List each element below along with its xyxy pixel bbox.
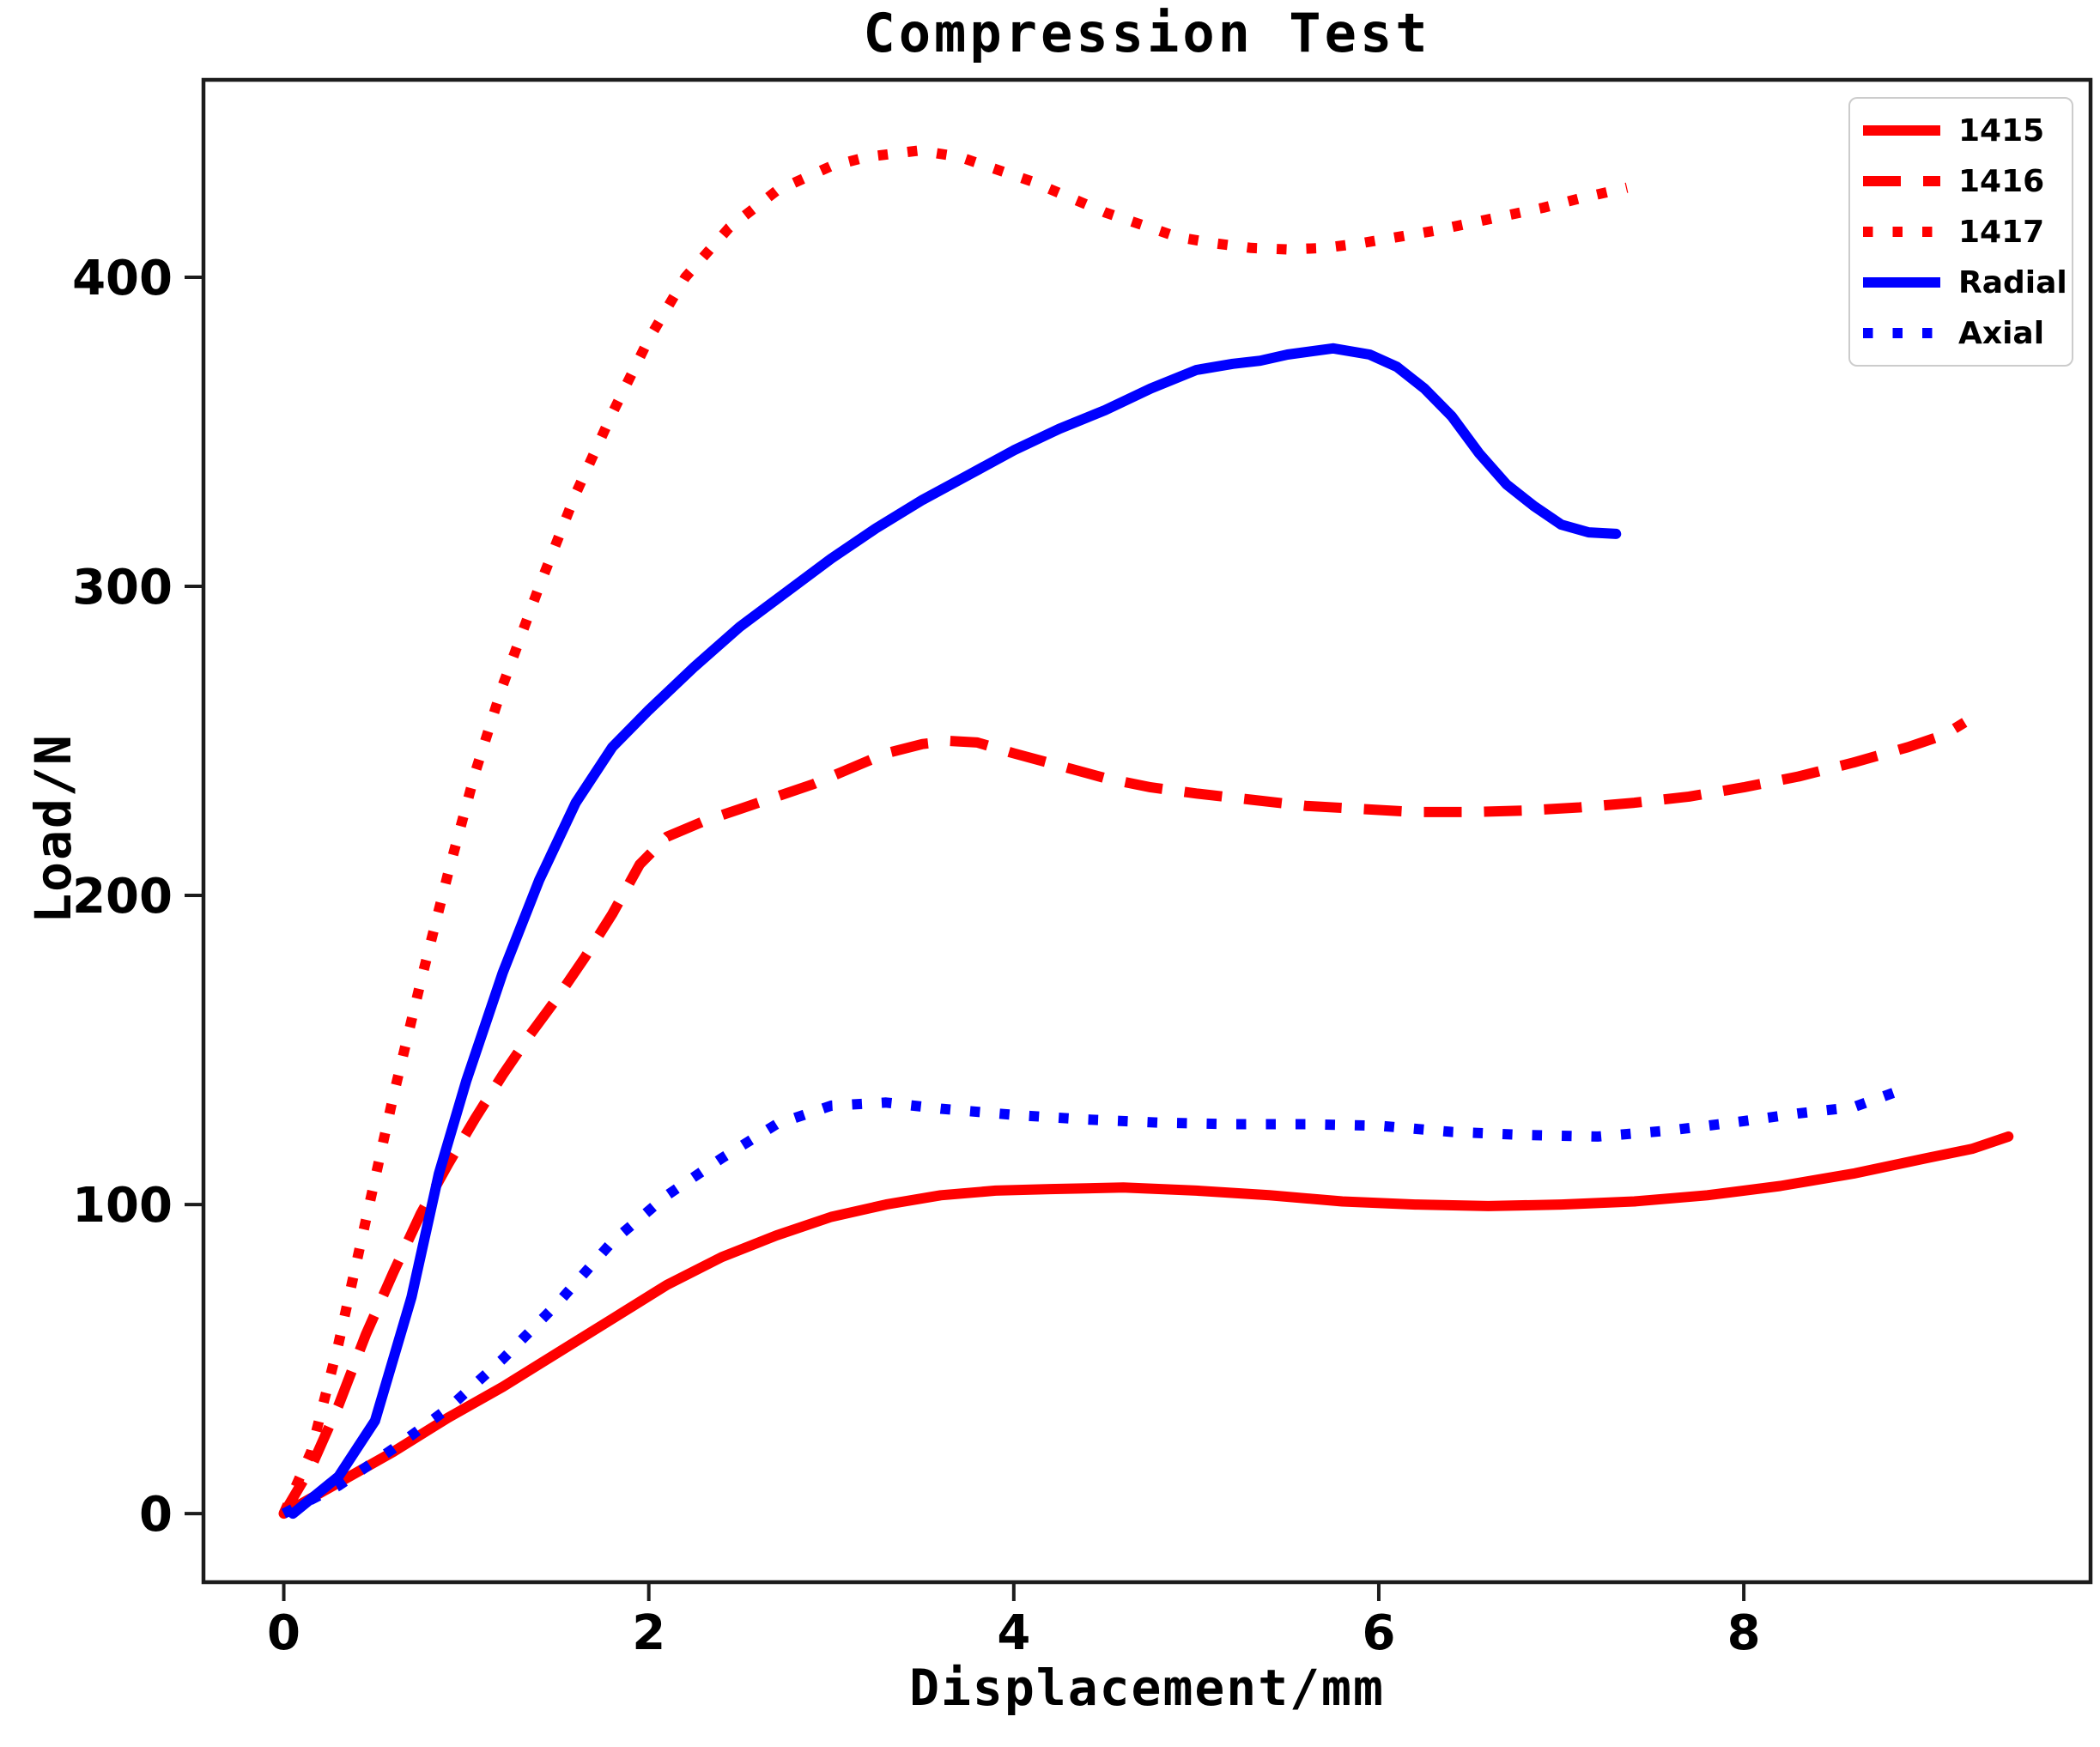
legend-line-sample-solid-blue bbox=[1863, 277, 1940, 288]
x-tick-label: 2 bbox=[632, 1605, 665, 1661]
curve-axial bbox=[281, 1085, 1903, 1519]
legend-item-1417: 1417 bbox=[1850, 208, 2072, 256]
legend-line-sample-dashed-red bbox=[1863, 176, 1940, 186]
curve-1416 bbox=[279, 718, 1968, 1517]
curve-radial bbox=[288, 343, 1622, 1520]
x-tick-label: 6 bbox=[1362, 1605, 1395, 1661]
y-tick-label: 300 bbox=[72, 560, 173, 616]
x-axis-label: Displacement/mm bbox=[909, 1659, 1385, 1717]
legend-item-axial: Axial bbox=[1850, 309, 2072, 357]
y-tick-label: 400 bbox=[72, 251, 173, 306]
legend-label: Axial bbox=[1958, 315, 2045, 351]
y-axis-label: Load/N bbox=[24, 733, 82, 924]
x-tick-label: 8 bbox=[1727, 1605, 1761, 1661]
legend-line-sample-dotted-blue bbox=[1863, 328, 1940, 338]
y-tick-label: 0 bbox=[139, 1487, 173, 1543]
plot-border bbox=[201, 77, 2093, 1585]
curve-1417 bbox=[279, 145, 1629, 1516]
legend-item-1415: 1415 bbox=[1850, 106, 2072, 155]
legend-item-radial: Radial bbox=[1850, 258, 2072, 306]
legend-line-sample-solid-red bbox=[1863, 125, 1940, 136]
curve-1415 bbox=[278, 1131, 2014, 1520]
y-tick-label: 100 bbox=[72, 1178, 173, 1234]
chart-title: Compression Test bbox=[863, 2, 1431, 64]
legend-line-sample-dotted-red bbox=[1863, 227, 1940, 237]
x-tick-label: 4 bbox=[997, 1605, 1030, 1661]
legend-label: 1416 bbox=[1958, 163, 2045, 199]
legend-item-1416: 1416 bbox=[1850, 157, 2072, 205]
y-tick-label: 200 bbox=[72, 869, 173, 925]
legend-label: Radial bbox=[1958, 264, 2067, 300]
x-tick-label: 0 bbox=[267, 1605, 300, 1661]
legend-label: 1415 bbox=[1958, 112, 2045, 149]
legend: 1415 1416 1417 Radial Axial bbox=[1848, 97, 2073, 367]
legend-label: 1417 bbox=[1958, 214, 2045, 250]
